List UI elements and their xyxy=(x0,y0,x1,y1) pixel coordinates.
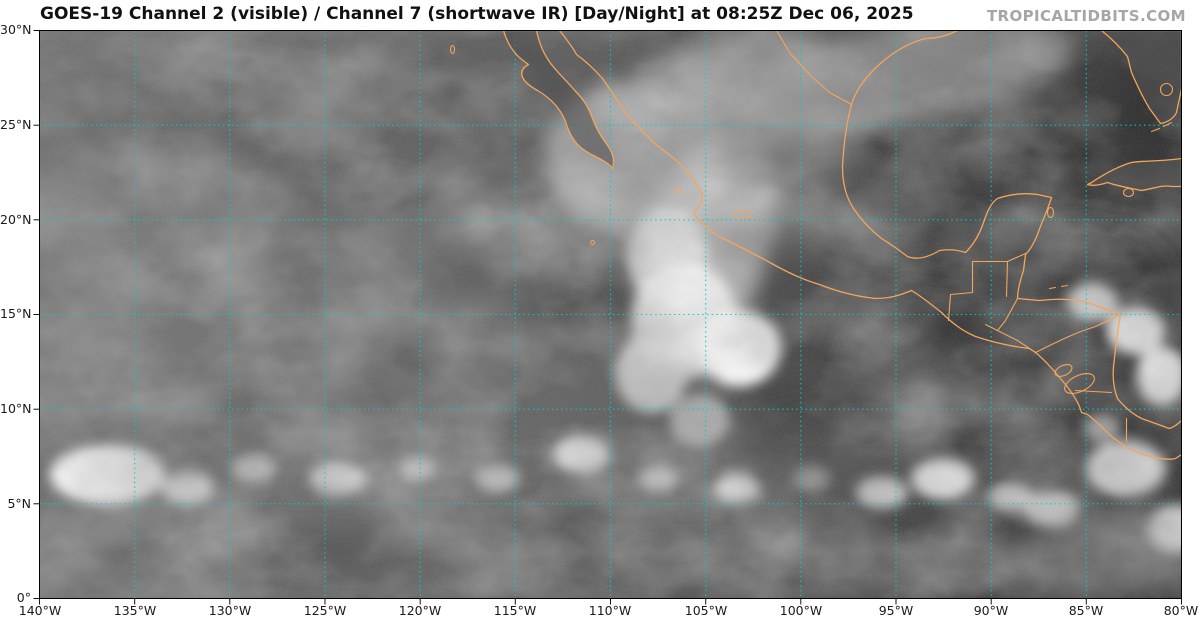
lon-tick-label: 140°W xyxy=(18,603,62,618)
lon-tick-label: 95°W xyxy=(878,603,914,618)
islas-marias xyxy=(674,187,683,194)
lon-tick-label: 110°W xyxy=(588,603,632,618)
axis-ticks xyxy=(33,30,1182,605)
border-mexico-guatemala-belize xyxy=(947,252,1027,322)
bay-islands xyxy=(1048,284,1069,290)
coastline-gulf-caribbean xyxy=(841,30,1182,430)
socorro-island xyxy=(589,239,596,246)
cozumel-island xyxy=(1046,206,1055,219)
coastline-florida xyxy=(1100,30,1182,125)
lake-okeechobee xyxy=(1159,82,1174,97)
coastline-mexico-pacific xyxy=(558,30,1182,460)
lat-tick-label: 25°N xyxy=(0,117,32,132)
guadalupe-island xyxy=(449,44,456,55)
lat-tick-label: 20°N xyxy=(0,212,32,227)
lake-managua xyxy=(1054,364,1073,377)
lon-tick-label: 85°W xyxy=(1068,603,1104,618)
watermark: TROPICALTIDBITS.COM xyxy=(986,7,1186,25)
borders-central-america xyxy=(984,297,1128,443)
header: GOES-19 Channel 2 (visible) / Channel 7 … xyxy=(0,0,1200,30)
coastline-cuba xyxy=(1086,157,1182,192)
lon-tick-label: 115°W xyxy=(493,603,537,618)
lat-tick-label: 10°N xyxy=(0,401,32,416)
florida-keys xyxy=(1150,121,1173,133)
isle-of-youth xyxy=(1122,187,1135,198)
gridlines xyxy=(39,30,1182,599)
lon-tick-label: 135°W xyxy=(113,603,157,618)
lon-tick-label: 130°W xyxy=(208,603,252,618)
border-rio-grande xyxy=(775,30,853,106)
page-title: GOES-19 Channel 2 (visible) / Channel 7 … xyxy=(40,4,914,24)
lat-tick-label: 5°N xyxy=(7,496,31,511)
lon-tick-label: 90°W xyxy=(973,603,1009,618)
map-imagery xyxy=(39,30,1182,599)
lon-tick-label: 120°W xyxy=(398,603,442,618)
lat-tick-label: 15°N xyxy=(0,306,32,321)
lat-tick-label: 30°N xyxy=(0,22,32,37)
lon-tick-label: 80°W xyxy=(1163,603,1199,618)
lake-chapala xyxy=(732,210,753,219)
lon-tick-label: 100°W xyxy=(779,603,823,618)
lake-nicaragua xyxy=(1064,373,1095,394)
lat-tick-label: 0° xyxy=(16,590,31,605)
lon-tick-label: 105°W xyxy=(684,603,728,618)
coastlines xyxy=(449,30,1182,460)
coastline-baja-california xyxy=(502,30,615,170)
lon-tick-label: 125°W xyxy=(303,603,347,618)
